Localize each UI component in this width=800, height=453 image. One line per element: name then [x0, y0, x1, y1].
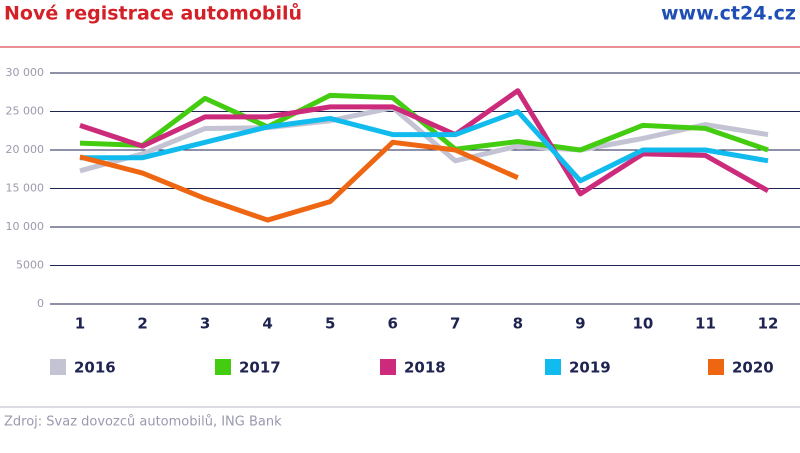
legend-swatch	[380, 359, 396, 375]
title: Nové registrace automobilů	[4, 2, 302, 25]
x-tick-label: 1	[75, 315, 85, 333]
x-tick-label: 4	[262, 315, 272, 333]
series-line	[79, 88, 770, 197]
x-tick-label: 3	[200, 315, 210, 333]
x-tick-label: 9	[575, 315, 585, 333]
x-tick-label: 8	[513, 315, 523, 333]
y-tick-label: 0	[37, 297, 44, 310]
legend-swatch	[215, 359, 231, 375]
x-tick-label: 7	[450, 315, 460, 333]
legend-swatch	[50, 359, 66, 375]
x-tick-label: 10	[632, 315, 653, 333]
series-line	[80, 109, 769, 184]
legend-label: 2017	[239, 359, 281, 377]
x-tick-label: 11	[695, 315, 716, 333]
legend-label: 2020	[732, 359, 774, 377]
x-tick-label: 2	[137, 315, 147, 333]
y-tick-label: 5000	[16, 259, 44, 272]
site: www.ct24.cz	[661, 3, 796, 25]
series-line	[79, 139, 519, 223]
y-tick-label: 30 000	[6, 66, 45, 79]
legend-swatch	[708, 359, 724, 375]
source: Zdroj: Svaz dovozců automobilů, ING Bank	[4, 415, 282, 430]
y-tick-label: 15 000	[6, 182, 45, 195]
legend-label: 2019	[569, 359, 611, 377]
y-tick-label: 10 000	[6, 220, 45, 233]
x-tick-label: 12	[758, 315, 779, 333]
x-tick-label: 5	[325, 315, 335, 333]
legend-label: 2018	[404, 359, 446, 377]
x-tick-label: 6	[388, 315, 398, 333]
legend-swatch	[545, 359, 561, 375]
y-tick-label: 20 000	[6, 143, 45, 156]
legend-label: 2016	[74, 359, 116, 377]
y-tick-label: 25 000	[6, 105, 45, 118]
